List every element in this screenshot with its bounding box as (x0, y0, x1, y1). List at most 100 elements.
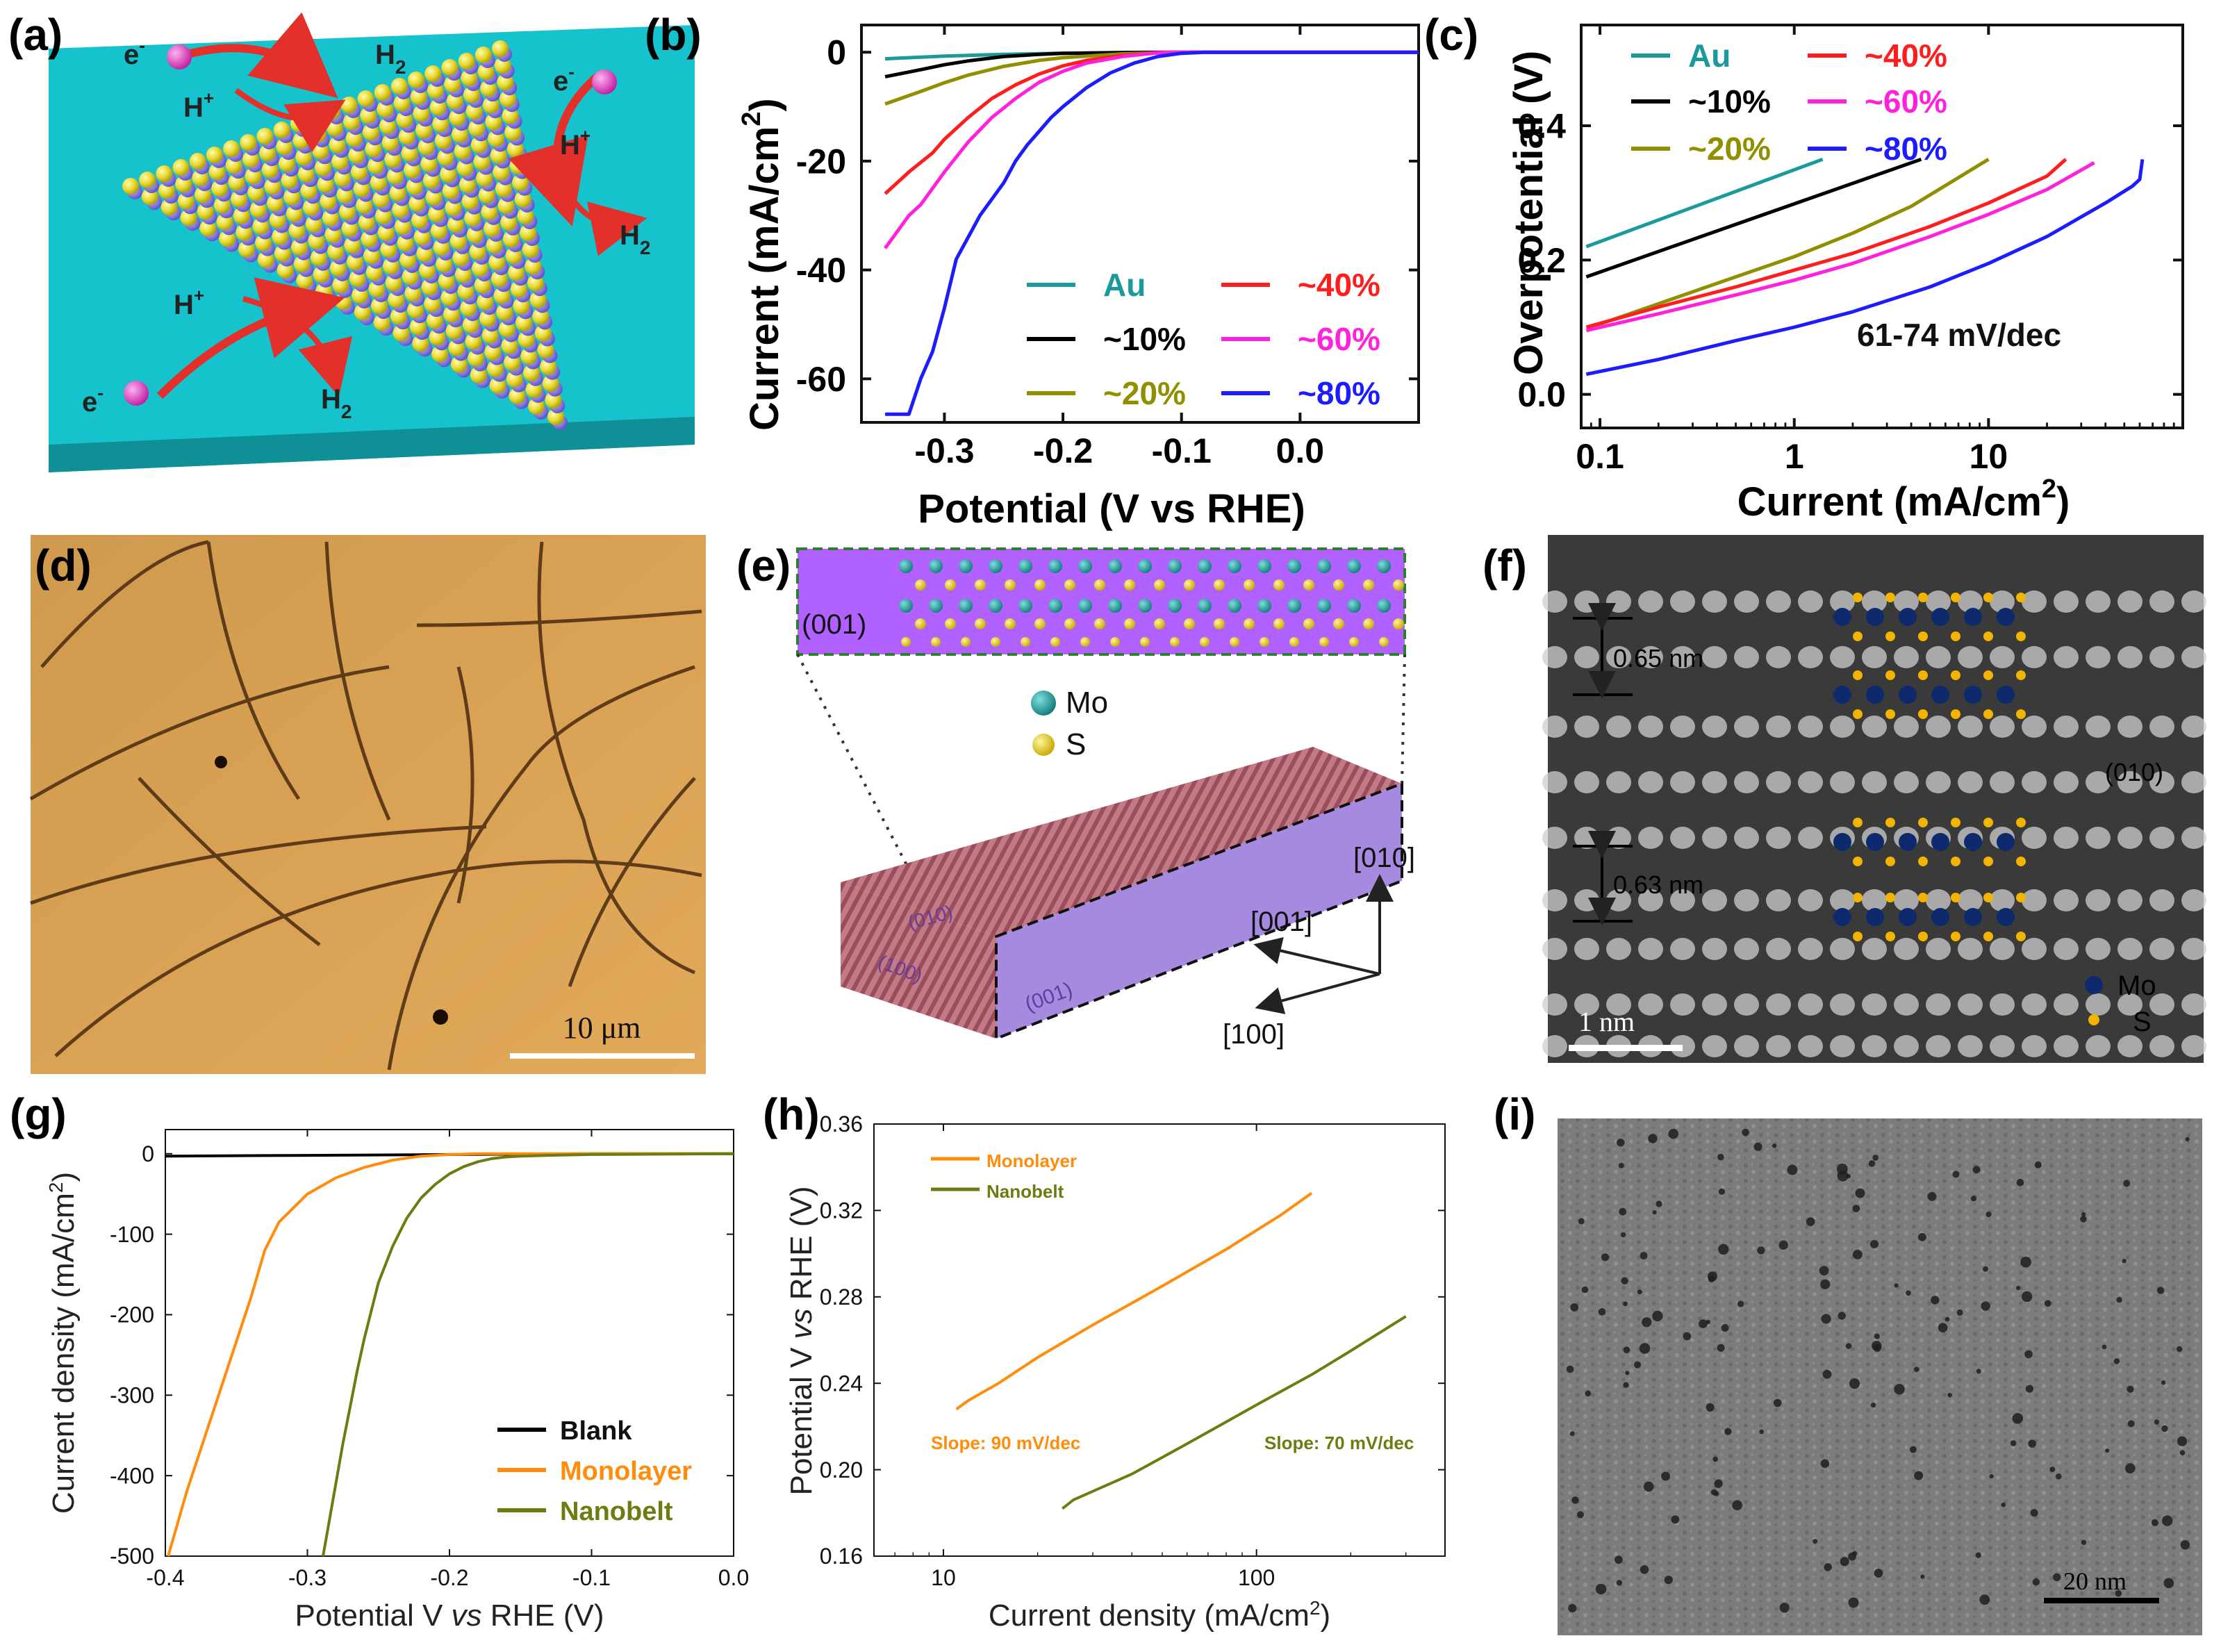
zoom-line (1401, 654, 1406, 786)
lattice-spot (1574, 771, 1599, 793)
lattice-spot (1862, 1035, 1887, 1057)
s-atom (357, 90, 374, 107)
s-atom (1853, 893, 1863, 902)
lattice-spot (1574, 993, 1599, 1016)
axis-arrow (1253, 936, 1380, 975)
s-atom (1853, 709, 1863, 719)
nanoparticle (1779, 1603, 1790, 1613)
s-atom (1885, 631, 1895, 641)
nanoparticle (1773, 1398, 1782, 1407)
nanoparticle (1571, 1496, 1579, 1504)
s-atom (1094, 618, 1105, 629)
nanoparticle (1820, 1279, 1831, 1289)
y-tick-label: 0.36 (820, 1112, 863, 1137)
lattice-spot (1926, 716, 1951, 738)
mo-atom (1833, 608, 1851, 626)
nanoparticle (1913, 1366, 1919, 1372)
mo-atom (1018, 599, 1032, 613)
y-tick-label: -40 (796, 251, 846, 290)
lattice-spot (2149, 827, 2174, 849)
nanoparticle (1623, 1382, 1629, 1388)
nanoparticle (2081, 1539, 2087, 1545)
s-atom (1951, 709, 1960, 719)
nanoparticle (1616, 1580, 1623, 1586)
s-atom (1885, 709, 1895, 719)
electron-dot (124, 381, 149, 406)
y-axis-title-close: ) (47, 1172, 81, 1182)
s-atom (408, 72, 425, 88)
lattice-spot (1734, 716, 1759, 738)
lattice-spot (1958, 1035, 1983, 1057)
s-atom (1918, 670, 1928, 680)
nanoparticle (1757, 1246, 1765, 1255)
lattice-spot (1702, 938, 1727, 960)
s-atom (931, 637, 941, 647)
s-atom (1951, 670, 1960, 680)
mo-atom (1833, 686, 1851, 704)
nanoparticle (1566, 1365, 1574, 1373)
nanoparticle (1906, 1290, 1911, 1296)
x-tick-label: 1 (1785, 437, 1804, 476)
lattice-spot (1670, 993, 1695, 1016)
lattice-spot (2054, 771, 2079, 793)
s-atom (1363, 618, 1374, 629)
mo-atom (1931, 833, 1949, 851)
s-atom (441, 59, 459, 76)
nanoparticle (1920, 1574, 1925, 1579)
lattice-spot (2181, 889, 2206, 911)
lattice-spot (1638, 646, 1663, 668)
lattice-spot (2086, 938, 2111, 960)
s-atom (1393, 618, 1404, 629)
zoom-line (796, 654, 917, 883)
lattice-spot (1702, 590, 1727, 613)
nanoparticle (2028, 1439, 2036, 1448)
s-legend-label: S (2133, 1007, 2152, 1037)
lattice-spot (1734, 771, 1759, 793)
mo-atom (1168, 599, 1182, 613)
s-atom (1319, 637, 1329, 647)
lattice-spot (1638, 590, 1663, 613)
mo-atom (1997, 833, 2015, 851)
lattice-spot (1862, 646, 1887, 668)
lattice-spot (1606, 716, 1631, 738)
scale-bar (1569, 1045, 1683, 1051)
legend-label: Monolayer (560, 1457, 692, 1486)
lattice-spot (1958, 938, 1983, 960)
mo-atom (1964, 608, 1982, 626)
panel-label: (a) (8, 10, 63, 60)
mo-atom (899, 559, 913, 573)
s-atom (1918, 857, 1928, 866)
s-atom (1983, 932, 1993, 941)
lattice-spot (1926, 646, 1951, 668)
nanoparticle (2161, 1380, 2166, 1385)
lattice-spot (1894, 771, 1919, 793)
s-atom (139, 172, 156, 188)
nanoparticle (1874, 1569, 1883, 1578)
nanoparticle (1576, 1511, 1584, 1519)
lattice-spot (1734, 646, 1759, 668)
legend-label: ~80% (1298, 375, 1380, 411)
nanoparticle (1615, 1555, 1623, 1564)
s-atom (223, 140, 240, 157)
x-tick-label: -0.4 (146, 1565, 184, 1590)
mo-atom (1257, 599, 1271, 613)
h2-label: H2 (321, 384, 352, 422)
mo-legend-dot (1031, 691, 1056, 716)
lattice-spot (2022, 771, 2047, 793)
lattice-spot (2149, 716, 2174, 738)
lattice-spot (1798, 993, 1823, 1016)
mo-atom (929, 559, 943, 573)
mo-atom (1997, 608, 2015, 626)
nanoparticle (1623, 1301, 1628, 1307)
lattice-spot (2117, 771, 2142, 793)
s-atom (2016, 893, 2026, 902)
nanoparticle (1938, 1323, 1948, 1332)
nanoparticle (1683, 1332, 1692, 1341)
nanoparticle (1625, 1371, 1630, 1376)
nanoparticle (2034, 1161, 2042, 1168)
s-atom (1951, 593, 1960, 602)
nanoparticle (1708, 1275, 1715, 1282)
lattice-spot (1958, 590, 1983, 613)
s-atom (1034, 579, 1046, 590)
